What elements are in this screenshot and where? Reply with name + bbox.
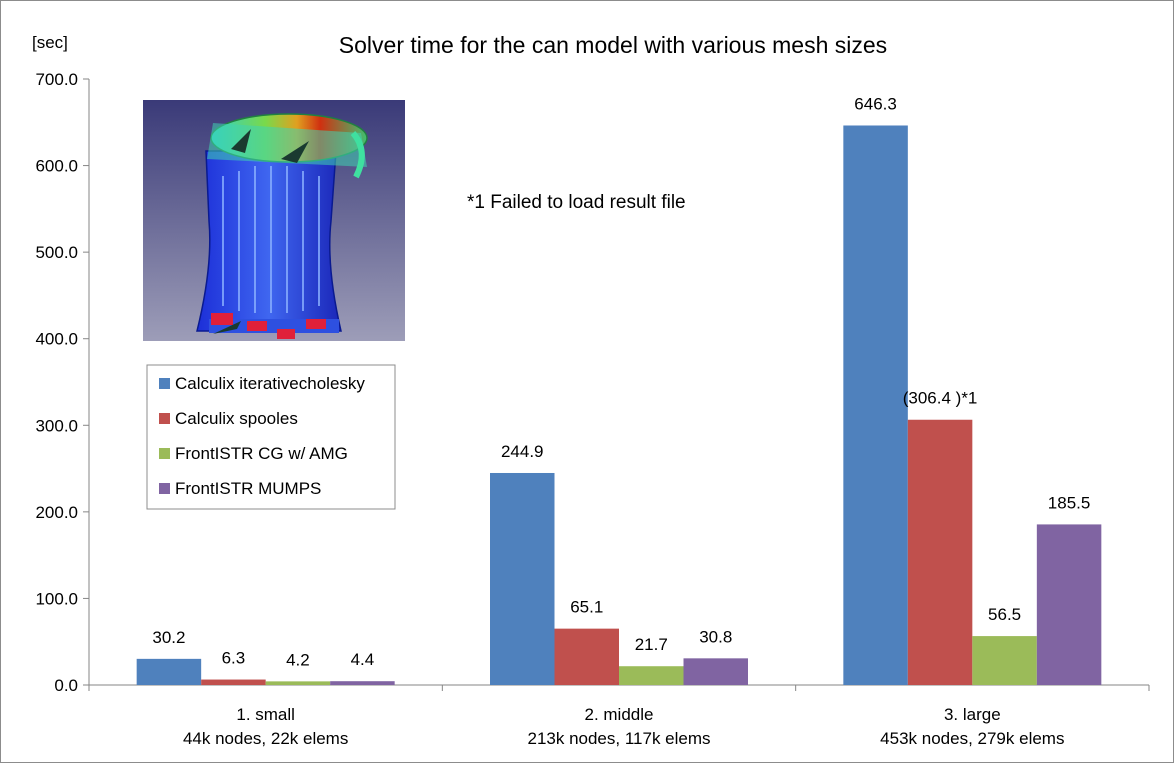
bar-value-label: 30.8 (699, 627, 732, 646)
bar (554, 628, 619, 685)
bar (330, 681, 395, 685)
legend-items: Calculix iterativecholesky Calculix spool… (159, 374, 365, 498)
x-category-label: 1. small (236, 705, 295, 724)
x-category-sublabel: 213k nodes, 117k elems (527, 729, 710, 748)
bar-value-label: 244.9 (501, 442, 544, 461)
y-tick-label: 300.0 (35, 416, 78, 435)
bar-value-label: 4.4 (351, 650, 375, 669)
legend-swatch (159, 413, 170, 424)
bar-value-label: 4.2 (286, 650, 310, 669)
bar-value-label: (306.4 )*1 (903, 389, 978, 408)
legend-swatch (159, 448, 170, 459)
y-tick-label: 400.0 (35, 330, 78, 349)
x-category-label: 2. middle (585, 705, 654, 724)
x-ticks (88, 685, 1150, 691)
legend-label: FrontISTR CG w/ AMG (175, 444, 348, 463)
x-labels: 1. small 44k nodes, 22k elems 2. middle 213… (183, 705, 1065, 748)
bar-value-label: 65.1 (570, 598, 603, 617)
legend-label: Calculix iterativecholesky (175, 374, 365, 393)
bar-value-label: 646.3 (854, 94, 897, 113)
bar (843, 125, 908, 686)
bar-labels: 30.2 6.3 4.2 4.4 244.9 65.1 21.7 30.8 646.3 (306.… (152, 94, 1090, 669)
bar-value-label: 56.5 (988, 605, 1021, 624)
bar (201, 679, 266, 685)
x-category-label: 3. large (944, 705, 1001, 724)
x-category-sublabel: 453k nodes, 279k elems (880, 729, 1064, 748)
x-category-sublabel: 44k nodes, 22k elems (183, 729, 348, 748)
bar (136, 658, 202, 685)
bar (490, 472, 555, 685)
legend-swatch (159, 483, 170, 494)
can-model-image (143, 100, 405, 341)
legend-swatch (159, 378, 170, 389)
bar-value-label: 30.2 (152, 628, 185, 647)
bar (907, 419, 973, 685)
y-tick-label: 200.0 (35, 503, 78, 522)
legend-label: FrontISTR MUMPS (175, 479, 321, 498)
bar (619, 666, 684, 685)
y-tick-label: 100.0 (35, 589, 78, 608)
y-tick-label: 0.0 (54, 676, 78, 695)
bar (1036, 524, 1102, 685)
y-axis-label: [sec] (32, 33, 68, 52)
bar-value-label: 21.7 (635, 635, 668, 654)
annotation-note: *1 Failed to load result file (467, 192, 686, 213)
bars (136, 125, 1102, 686)
chart-title: Solver time for the can model with vario… (339, 32, 887, 58)
legend-label: Calculix spooles (175, 409, 298, 428)
bar-value-label: 185.5 (1048, 493, 1091, 512)
legend-box (146, 364, 396, 510)
bar-value-label: 6.3 (222, 649, 246, 668)
bar (265, 681, 331, 685)
bar (972, 636, 1037, 685)
y-ticks: 0.0 100.0 200.0 300.0 400.0 500.0 600.0 700.0 (35, 70, 89, 695)
y-tick-label: 600.0 (35, 157, 78, 176)
y-tick-label: 700.0 (35, 70, 78, 89)
legend: Calculix iterativecholesky Calculix spool… (146, 364, 396, 510)
bar (683, 658, 748, 685)
y-tick-label: 500.0 (35, 243, 78, 262)
